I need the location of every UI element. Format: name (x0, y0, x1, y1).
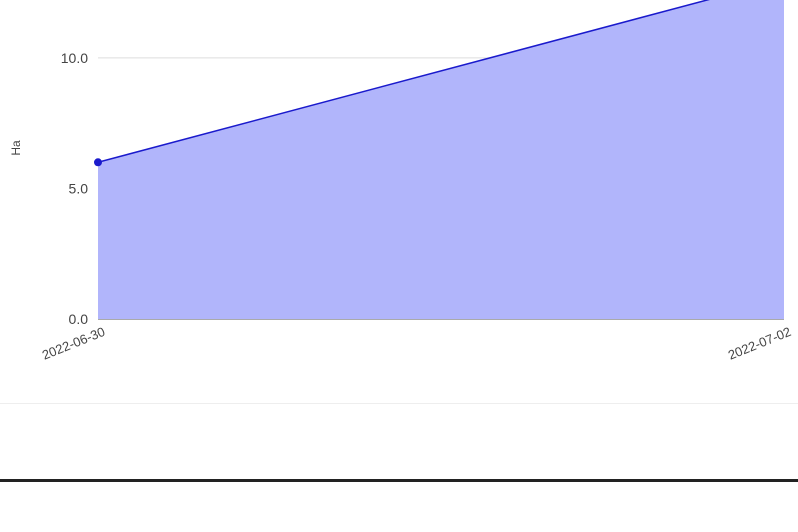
chart: Ha 0.0 5.0 10.0 2022-06-30 2022-07-02 (9, 0, 793, 363)
section-rule (0, 479, 798, 482)
y-tick-label: 10.0 (61, 50, 88, 66)
y-tick-label: 5.0 (69, 180, 89, 196)
y-tick-label: 0.0 (69, 311, 89, 327)
x-tick-label: 2022-06-30 (40, 324, 107, 363)
line (98, 0, 711, 164)
point (94, 158, 102, 167)
y-axis-label: Ha (9, 140, 23, 156)
divider (0, 403, 798, 404)
area (98, 0, 784, 319)
x-tick-label: 2022-07-02 (726, 324, 793, 363)
